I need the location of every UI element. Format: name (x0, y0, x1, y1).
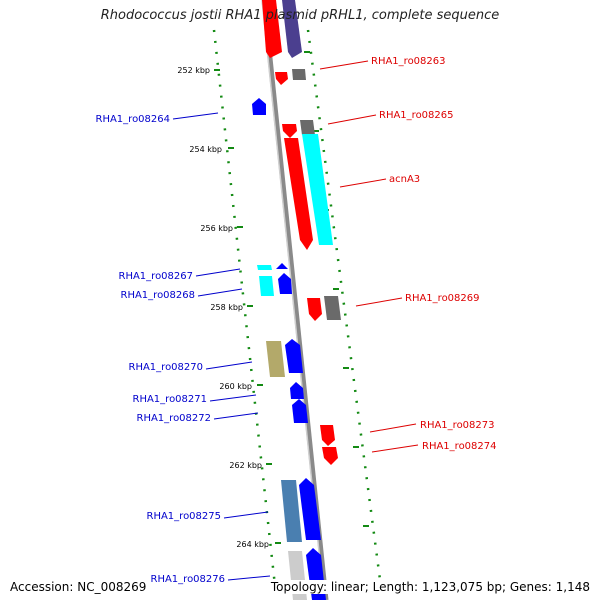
gene-label-ro08269[interactable]: RHA1_ro08269 (405, 293, 480, 304)
connector-ro08263 (319, 60, 369, 70)
gene-ro08275-blue[interactable] (299, 478, 321, 540)
connector-ro08273 (369, 423, 417, 433)
connector-ro08272 (213, 412, 259, 420)
connector-ro08271 (209, 394, 257, 402)
gene-label-ro08268[interactable]: RHA1_ro08268 (121, 290, 196, 301)
gene-label-ro08272[interactable]: RHA1_ro08272 (137, 413, 212, 424)
connector-ro08274 (371, 444, 419, 453)
gene-ro08267[interactable] (257, 265, 272, 270)
label-connectors (172, 60, 419, 581)
gene-features (252, 0, 341, 600)
gene-label-ro08264[interactable]: RHA1_ro08264 (96, 114, 171, 125)
gene-label-acnA3[interactable]: acnA3 (389, 174, 420, 185)
gene-ro08262b[interactable] (282, 0, 302, 58)
scale-label: 256 kbp (200, 224, 233, 233)
gene-ro08270[interactable] (266, 341, 285, 377)
gene-label-ro08270[interactable]: RHA1_ro08270 (129, 362, 204, 373)
scale-label: 254 kbp (189, 145, 222, 154)
scale-ticks (214, 51, 369, 544)
gene-label-ro08267[interactable]: RHA1_ro08267 (119, 271, 194, 282)
gene-ro08267-blue[interactable] (276, 263, 288, 269)
connector-ro08265 (327, 114, 377, 125)
scale-label: 264 kbp (236, 540, 269, 549)
connector-acnA3 (339, 178, 387, 188)
gene-label-ro08273[interactable]: RHA1_ro08273 (420, 420, 495, 431)
scale-label: 258 kbp (210, 303, 243, 312)
connector-ro08268 (197, 288, 243, 297)
gene-label-ro08271[interactable]: RHA1_ro08271 (133, 394, 208, 405)
gene-label-ro08263[interactable]: RHA1_ro08263 (371, 56, 446, 67)
connector-ro08269 (355, 297, 403, 307)
gene-label-ro08265[interactable]: RHA1_ro08265 (379, 110, 454, 121)
accession-text: Accession: NC_008269 (10, 580, 147, 594)
gene-label-ro08276[interactable]: RHA1_ro08276 (151, 574, 226, 585)
gene-ro08265-grey[interactable] (300, 120, 315, 135)
gene-ro08262[interactable] (262, 0, 282, 58)
connector-ro08270 (205, 361, 253, 370)
gene-labels: RHA1_ro08263 RHA1_ro08264 RHA1_ro08265 a… (96, 56, 497, 585)
connector-ro08276 (227, 575, 271, 581)
gene-ro08268-blue[interactable] (278, 273, 292, 294)
gene-ro08269-grey[interactable] (324, 296, 341, 320)
gene-acnA3-cyan[interactable] (302, 134, 333, 245)
scale-label: 262 kbp (229, 461, 262, 470)
left-ruler (212, 29, 278, 596)
map-title: Rhodococcus jostii RHA1 plasmid pRHL1, c… (100, 8, 500, 23)
scale-labels: 252 kbp 254 kbp 256 kbp 258 kbp 260 kbp … (177, 66, 269, 549)
gene-ro08273[interactable] (320, 425, 335, 446)
gene-ro08264[interactable] (252, 98, 266, 115)
gene-ro08268[interactable] (259, 276, 274, 296)
gene-ro08272[interactable] (292, 399, 308, 423)
gene-label-ro08275[interactable]: RHA1_ro08275 (147, 511, 222, 522)
sequence-summary: Topology: linear; Length: 1,123,075 bp; … (270, 580, 590, 594)
gene-ro08263-grey[interactable] (292, 69, 306, 80)
gene-ro08269[interactable] (307, 298, 322, 321)
connector-ro08264 (172, 112, 219, 120)
gene-ro08263[interactable] (275, 72, 288, 85)
gene-ro08270-blue[interactable] (285, 339, 303, 373)
scale-label: 252 kbp (177, 66, 210, 75)
gene-acnA3[interactable] (284, 138, 313, 250)
right-ruler (306, 29, 384, 596)
gene-ro08265[interactable] (282, 124, 297, 138)
connector-ro08267 (195, 268, 241, 277)
gene-ro08275[interactable] (281, 480, 302, 542)
scale-label: 260 kbp (219, 382, 252, 391)
gene-label-ro08274[interactable]: RHA1_ro08274 (422, 441, 497, 452)
gene-ro08271[interactable] (290, 382, 304, 399)
gene-ro08274[interactable] (322, 447, 338, 465)
connector-ro08275 (223, 511, 269, 519)
